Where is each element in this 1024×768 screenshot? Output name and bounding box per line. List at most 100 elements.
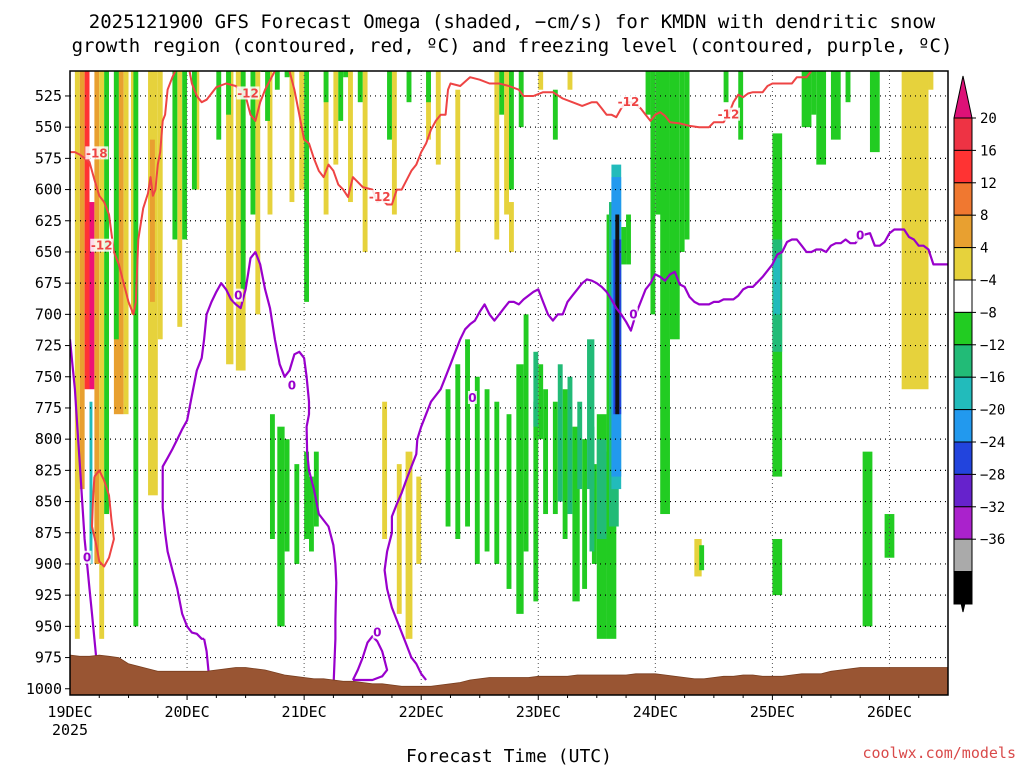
contour-label-bg [368, 190, 392, 204]
omega-patch [277, 426, 285, 627]
y-tick-label: 875 [35, 524, 62, 542]
omega-patch [94, 71, 100, 564]
omega-patch [684, 71, 690, 240]
omega-patch [304, 71, 310, 302]
omega-patch [694, 539, 702, 577]
omega-patch [506, 414, 512, 589]
colorbar-swatch [953, 376, 973, 411]
x-axis: 19DEC 2025 20DEC 21DEC 22DEC 23DEC 24DEC 25DE… [47, 695, 920, 739]
omega-patch [465, 339, 470, 527]
colorbar-swatch [953, 279, 973, 313]
credit-text: coolwx.com/models [862, 744, 1016, 762]
x-tick-label: 22DEC [399, 703, 444, 721]
omega-patch [284, 439, 290, 552]
omega-patch [177, 71, 183, 327]
y-tick-label: 550 [35, 118, 62, 136]
y-tick-label: 925 [35, 586, 62, 604]
omega-patch [123, 71, 129, 415]
omega-patch [587, 339, 595, 490]
omega-patch [357, 71, 363, 103]
omega-patch [474, 376, 480, 564]
y-tick-label: 650 [35, 243, 62, 261]
colorbar-swatch [953, 149, 973, 184]
omega-patch [104, 71, 110, 515]
omega-patch [901, 71, 929, 390]
colorbar-swatch [953, 506, 973, 540]
omega-patch [250, 71, 256, 215]
omega-patch [626, 214, 631, 265]
omega-patch [426, 71, 431, 103]
colorbar: 20 16 12 8 4 −4 −8 −12 −16 −20 −24 −28 −32 −36 [953, 75, 1005, 613]
x-tick-label: 25DEC [750, 703, 795, 721]
omega-patch [391, 71, 397, 215]
omega-patch [289, 71, 295, 203]
colorbar-top-arrow [953, 75, 973, 119]
omega-patch [333, 71, 339, 165]
dgz-contour-line [288, 71, 813, 206]
omega-patch [567, 376, 573, 515]
x-tick-label: 23DEC [516, 703, 561, 721]
x-tick-label: 26DEC [867, 703, 912, 721]
omega-patch [538, 364, 544, 440]
omega-patch [552, 401, 558, 515]
contour-label-bg [236, 86, 260, 100]
omega-patch [267, 71, 273, 215]
omega-patch [615, 214, 620, 415]
contour-label: -12 [91, 239, 113, 253]
omega-patch [240, 71, 246, 290]
colorbar-swatch [953, 473, 973, 508]
contour-label-bg [82, 550, 92, 564]
colorbar-label: −8 [980, 305, 997, 321]
contour-label: 0 [856, 229, 864, 243]
omega-patch [523, 314, 529, 552]
omega-patch [191, 71, 197, 190]
contour-label-bg [717, 107, 740, 121]
omega-patch [621, 227, 627, 265]
omega-patch [294, 464, 300, 564]
omega-patch [557, 364, 563, 502]
y-tick-label: 525 [35, 87, 62, 105]
omega-patch [99, 71, 105, 639]
y-tick-label: 800 [35, 430, 62, 448]
contour-label: 0 [234, 289, 242, 303]
contour-label: 0 [288, 378, 296, 392]
dgz-contour-line [188, 71, 276, 122]
contour-label-bg [85, 146, 109, 160]
freezing-level-contour-line [161, 250, 338, 695]
y-tick-label: 750 [35, 368, 62, 386]
omega-patch [89, 401, 93, 564]
colorbar-label: −36 [980, 532, 1005, 548]
omega-patch [801, 71, 812, 128]
omega-patch [518, 71, 524, 128]
omega-patch [499, 71, 505, 115]
omega-patch [74, 71, 80, 639]
colorbar-bottom-arrow [953, 571, 973, 613]
colorbar-label: −32 [980, 500, 1005, 516]
contour-label: 0 [629, 307, 637, 321]
contour-label: -12 [369, 190, 391, 204]
freezing-level-contour-line [351, 635, 389, 682]
omega-patch [494, 401, 500, 564]
contour-label-bg [467, 390, 477, 404]
omega-patch [645, 71, 651, 115]
y-tick-label: 625 [35, 212, 62, 230]
contour-label-bg [233, 288, 243, 302]
y-tick-label: 725 [35, 337, 62, 355]
colorbar-swatch [953, 214, 973, 249]
omega-patch [387, 71, 392, 140]
omega-patch [226, 71, 231, 115]
contour-label-bg [628, 307, 638, 321]
y-tick-label: 825 [35, 461, 62, 479]
y-tick-label: 900 [35, 555, 62, 573]
contour-label: -12 [618, 95, 640, 109]
omega-patch [845, 71, 851, 103]
colorbar-swatch [953, 441, 973, 475]
colorbar-swatch [953, 538, 973, 573]
omega-patch [494, 71, 500, 240]
omega-patch [862, 451, 873, 627]
omega-patch [516, 364, 524, 614]
omega-patch [577, 401, 583, 490]
omega-patch [182, 71, 188, 240]
omega-patch [172, 71, 178, 240]
omega-patch [89, 202, 95, 390]
